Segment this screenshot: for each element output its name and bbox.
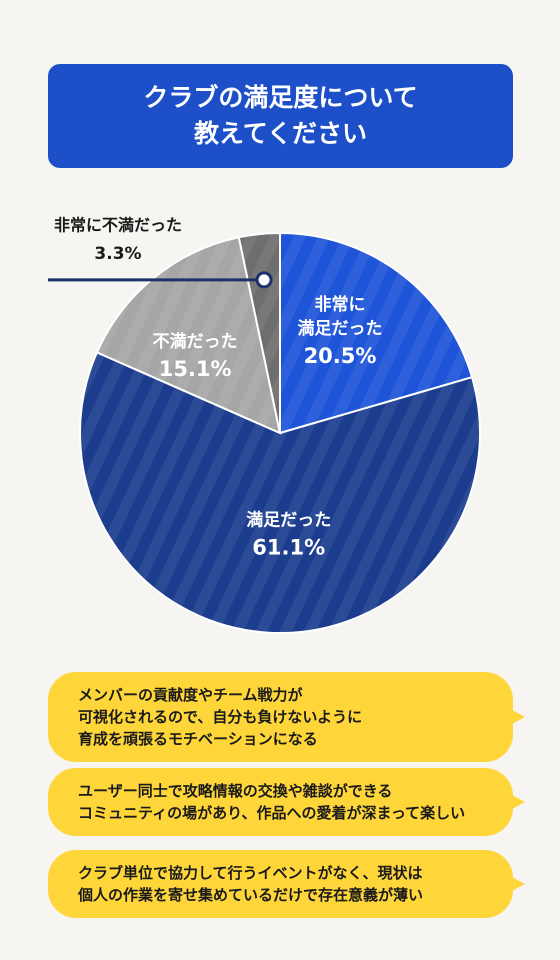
comment-bubble-1: メンバーの貢献度やチーム戦力が 可視化されるので、自分も負けないように 育成を頑… xyxy=(48,672,525,762)
bubble-tail-1 xyxy=(512,710,525,724)
slice-label-3-line-1: 不満だった xyxy=(153,331,238,352)
comment-2-line-1: ユーザー同士で攻略情報の交換や雑談ができる xyxy=(78,782,393,800)
pie-slice-texture-3 xyxy=(96,237,280,433)
comment-1-line-1: メンバーの貢献度やチーム戦力が xyxy=(78,686,303,704)
slice-value-label-1: 20.5% xyxy=(304,344,377,368)
comment-bubble-3: クラブ単位で協力して行うイベントがなく、現状は 個人の作業を寄せ集めているだけで… xyxy=(48,850,525,918)
comment-3-line-1: クラブ単位で協力して行うイベントがなく、現状は xyxy=(78,864,423,882)
callout-value-label: 3.3% xyxy=(94,244,141,264)
slice-value-label-2: 61.1% xyxy=(252,536,325,560)
slice-value-label-3: 15.1% xyxy=(159,357,232,381)
callout-dot xyxy=(255,271,273,289)
title-banner: クラブの満足度について 教えてください xyxy=(48,64,513,168)
bubble-tail-2 xyxy=(512,795,525,809)
bubble-tail-3 xyxy=(512,877,525,891)
title-line-2: 教えてください xyxy=(193,119,367,148)
title-line-1: クラブの満足度について xyxy=(143,83,418,112)
comment-2-line-2: コミュニティの場があり、作品への愛着が深まって楽しい xyxy=(78,804,466,822)
pie-slice-texture-2 xyxy=(80,352,481,634)
comment-1-line-2: 可視化されるので、自分も負けないように xyxy=(78,708,363,726)
slice-label-1-line-1: 非常に xyxy=(315,294,366,315)
comment-bubble-2: ユーザー同士で攻略情報の交換や雑談ができる コミュニティの場があり、作品への愛着… xyxy=(48,768,525,836)
pie-slice-texture-1 xyxy=(280,233,473,433)
comment-1-line-3: 育成を頑張るモチベーションになる xyxy=(78,730,318,748)
slice-label-1-line-2: 満足だった xyxy=(298,318,383,339)
slice-label-2-line-1: 満足だった xyxy=(246,510,331,531)
comment-3-line-2: 個人の作業を寄せ集めているだけで存在意義が薄い xyxy=(78,886,424,904)
callout-label: 非常に不満だった xyxy=(54,215,182,234)
